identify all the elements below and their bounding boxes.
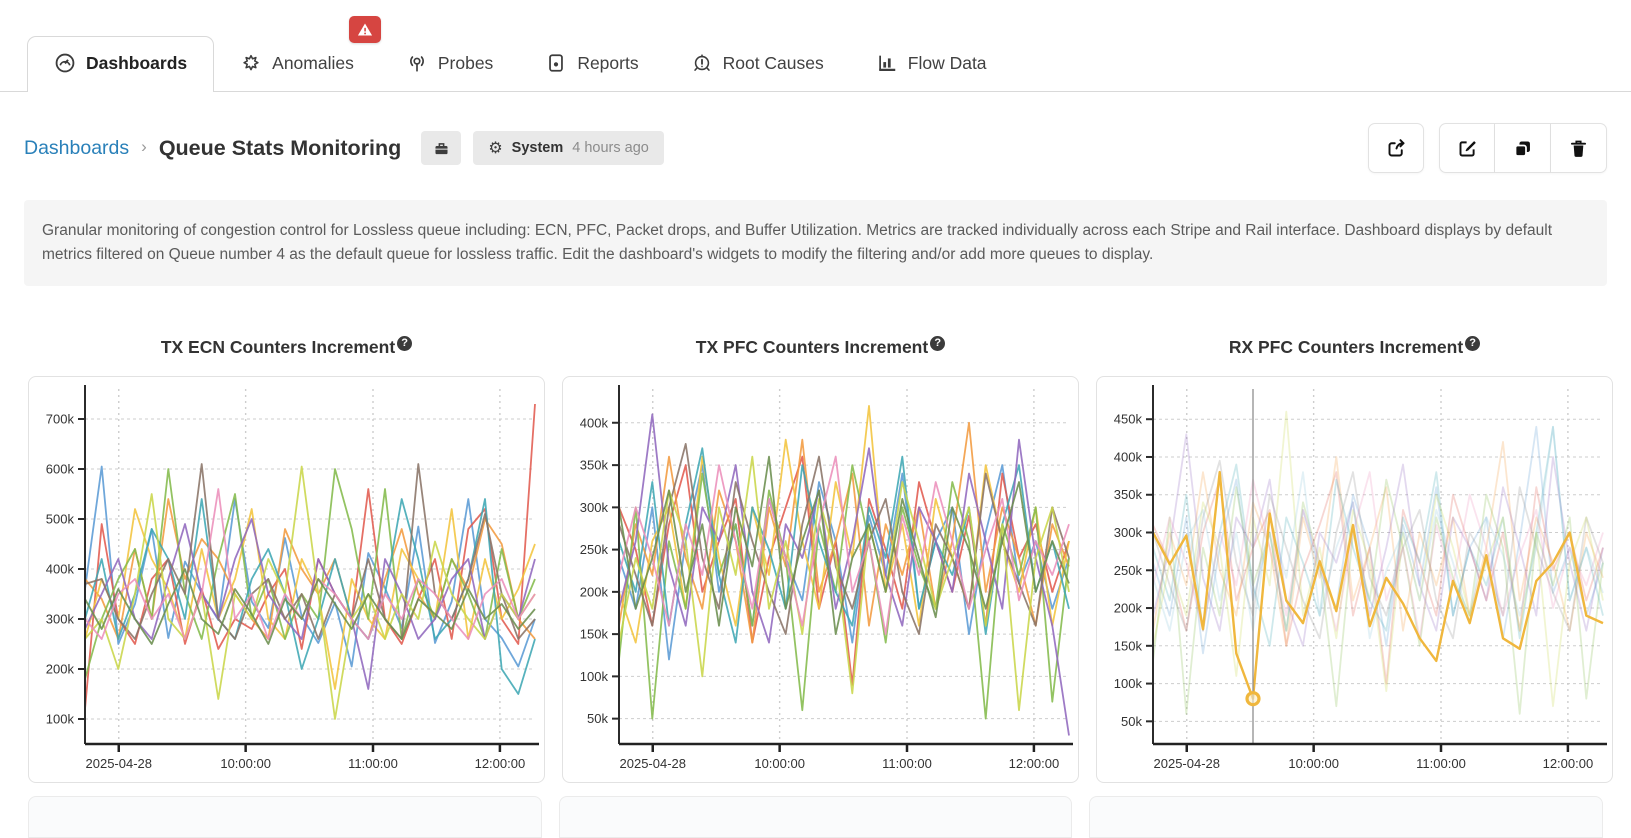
svg-text:200k: 200k — [1114, 600, 1143, 615]
svg-text:50k: 50k — [587, 711, 608, 726]
help-icon[interactable]: ? — [930, 336, 946, 352]
svg-text:50k: 50k — [1121, 714, 1142, 729]
tab-label: Root Causes — [722, 52, 824, 73]
breadcrumb-separator-icon: › — [141, 137, 147, 156]
edit-icon — [1459, 140, 1476, 156]
svg-text:100k: 100k — [1114, 676, 1143, 691]
last-updated: 4 hours ago — [572, 140, 649, 156]
breadcrumb-dashboards-link[interactable]: Dashboards — [24, 136, 130, 159]
svg-text:400k: 400k — [46, 561, 75, 576]
tab-probes[interactable]: Probes — [380, 37, 519, 91]
flow-chart-icon — [878, 55, 896, 71]
svg-text:200k: 200k — [46, 661, 75, 676]
widget-panel-stub — [558, 795, 1073, 838]
tab-root-causes[interactable]: Root Causes — [665, 37, 850, 91]
tab-label: Reports — [577, 52, 639, 73]
delete-button[interactable] — [1551, 123, 1607, 173]
tab-reports[interactable]: Reports — [519, 37, 664, 91]
owner-badge: ⚙ System 4 hours ago — [473, 131, 664, 165]
owner-name: System — [511, 140, 564, 156]
svg-text:200k: 200k — [580, 584, 609, 599]
page-header: Dashboards › Queue Stats Monitoring ⚙ Sy… — [24, 122, 1607, 174]
svg-text:12:00:00: 12:00:00 — [475, 756, 526, 771]
svg-text:300k: 300k — [580, 500, 609, 515]
svg-text:350k: 350k — [1114, 487, 1143, 502]
dashboard-actions — [1368, 123, 1607, 173]
svg-text:12:00:00: 12:00:00 — [1009, 756, 1060, 771]
root-cause-icon — [693, 54, 710, 71]
burst-icon — [243, 54, 259, 71]
edit-button[interactable] — [1439, 123, 1495, 173]
delete-icon — [1570, 140, 1587, 157]
duplicate-icon — [1514, 141, 1530, 157]
svg-text:100k: 100k — [46, 711, 75, 726]
tab-label: Probes — [437, 52, 494, 73]
svg-text:150k: 150k — [1114, 638, 1143, 653]
share-button[interactable] — [1368, 123, 1424, 173]
svg-text:2025-04-28: 2025-04-28 — [620, 756, 687, 771]
widget-panel-stub — [28, 795, 542, 838]
svg-text:400k: 400k — [580, 415, 609, 430]
svg-text:300k: 300k — [46, 611, 75, 626]
tab-label: Anomalies — [272, 52, 354, 73]
tab-flow-data[interactable]: Flow Data — [850, 37, 1013, 91]
alert-badge[interactable] — [349, 16, 381, 43]
svg-text:11:00:00: 11:00:00 — [348, 756, 398, 771]
main-tab-bar: Dashboards Anomalies Probes Reports Root… — [0, 0, 1631, 92]
chart-panel[interactable]: 100k 200k 300k 400k 500k 600k 700k 2025-04-28 10… — [28, 375, 545, 783]
widgets-row: TX ECN Counters Increment? 100k 200k 300k 4… — [28, 336, 1613, 783]
gauge-icon — [55, 53, 75, 73]
report-icon — [549, 54, 564, 72]
svg-text:12:00:00: 12:00:00 — [1543, 756, 1594, 771]
svg-text:150k: 150k — [580, 626, 609, 641]
briefcase-icon — [435, 142, 448, 154]
svg-text:700k: 700k — [46, 411, 75, 426]
svg-text:11:00:00: 11:00:00 — [882, 756, 932, 771]
svg-text:500k: 500k — [46, 511, 75, 526]
gear-icon: ⚙ — [488, 138, 503, 157]
tab-label: Dashboards — [86, 52, 188, 73]
tab-dashboards[interactable]: Dashboards — [27, 36, 215, 92]
help-icon[interactable]: ? — [397, 336, 413, 352]
warning-triangle-icon — [357, 23, 373, 36]
help-icon[interactable]: ? — [1465, 336, 1481, 352]
svg-text:300k: 300k — [1114, 525, 1143, 540]
tab-label: Flow Data — [907, 52, 987, 73]
svg-text:400k: 400k — [1114, 449, 1143, 464]
chart-panel[interactable]: 50k 100k 150k 200k 250k 300k 350k 400k 450k 2025-… — [1096, 375, 1613, 783]
chart-title: TX PFC Counters Increment? — [562, 336, 1079, 358]
edit-actions-group — [1439, 123, 1607, 173]
svg-text:600k: 600k — [46, 461, 75, 476]
svg-text:350k: 350k — [580, 457, 609, 472]
svg-text:2025-04-28: 2025-04-28 — [1154, 756, 1221, 771]
svg-text:11:00:00: 11:00:00 — [1416, 756, 1466, 771]
svg-text:250k: 250k — [1114, 563, 1143, 578]
svg-text:10:00:00: 10:00:00 — [220, 756, 271, 771]
svg-text:250k: 250k — [580, 542, 609, 557]
duplicate-button[interactable] — [1495, 123, 1551, 173]
share-icon — [1388, 138, 1404, 156]
probe-icon — [409, 56, 424, 72]
widget-panel-stub — [1089, 795, 1603, 838]
svg-text:10:00:00: 10:00:00 — [1288, 756, 1339, 771]
svg-text:2025-04-28: 2025-04-28 — [86, 756, 153, 771]
tab-anomalies[interactable]: Anomalies — [214, 37, 380, 91]
chart-title: TX ECN Counters Increment? — [28, 336, 545, 358]
svg-text:100k: 100k — [580, 669, 609, 684]
svg-text:450k: 450k — [1114, 412, 1143, 427]
breadcrumb: Dashboards › Queue Stats Monitoring ⚙ Sy… — [24, 131, 664, 165]
widget-tx-pfc: TX PFC Counters Increment? 50k 100k 150k 20… — [562, 336, 1079, 783]
widget-rx-pfc: RX PFC Counters Increment? 50k 100k 150k 20… — [1096, 336, 1613, 783]
widgets-button[interactable] — [421, 131, 462, 165]
next-widgets-row — [28, 795, 1603, 838]
page-title: Queue Stats Monitoring — [158, 135, 402, 160]
widget-tx-ecn: TX ECN Counters Increment? 100k 200k 300k 4… — [28, 336, 545, 783]
chart-title: RX PFC Counters Increment? — [1096, 336, 1613, 358]
dashboard-description: Granular monitoring of congestion contro… — [24, 200, 1607, 287]
svg-text:10:00:00: 10:00:00 — [754, 756, 805, 771]
chart-panel[interactable]: 50k 100k 150k 200k 250k 300k 350k 400k 2025-04-2… — [562, 375, 1079, 783]
